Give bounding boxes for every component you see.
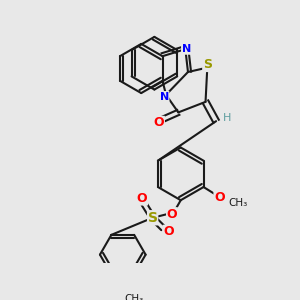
Text: O: O [163, 225, 174, 238]
Text: O: O [137, 192, 147, 205]
Text: O: O [167, 208, 177, 221]
Text: O: O [214, 191, 225, 204]
Text: N: N [182, 44, 191, 54]
Text: CH₃: CH₃ [124, 294, 144, 300]
Text: CH₃: CH₃ [228, 198, 248, 208]
Text: H: H [222, 113, 231, 123]
Text: N: N [160, 92, 169, 102]
Text: S: S [148, 211, 158, 225]
Text: S: S [203, 58, 212, 71]
Text: O: O [154, 116, 164, 129]
